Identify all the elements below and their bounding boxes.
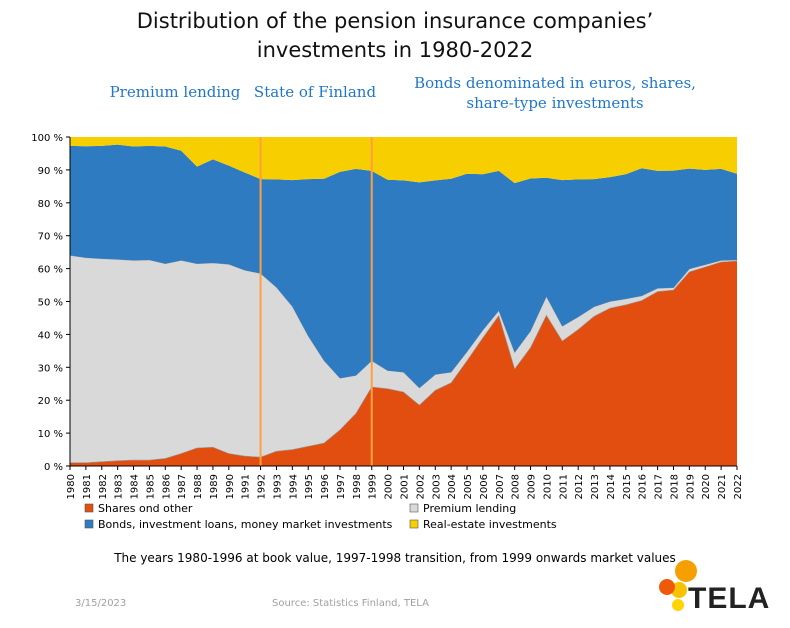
legend-label-shares-and-other: Shares ond other xyxy=(98,502,193,515)
x-tick-label: 1994 xyxy=(288,474,299,499)
area-layers xyxy=(69,137,738,466)
legend-label-real-estate-investments: Real-estate investments xyxy=(423,518,557,531)
x-tick-label: 1983 xyxy=(114,474,125,499)
band-label-bonds-line2: share-type investments xyxy=(466,94,644,112)
y-tick-label: 30 % xyxy=(38,363,63,374)
x-tick-label: 2020 xyxy=(701,474,712,499)
x-tick-label: 1981 xyxy=(82,474,93,499)
x-tick-label: 2012 xyxy=(574,474,585,499)
y-tick-label: 90 % xyxy=(38,166,63,177)
x-tick-label: 2001 xyxy=(400,474,411,499)
x-tick-label: 1995 xyxy=(304,474,315,499)
x-tick-label: 2004 xyxy=(447,474,458,499)
legend-label-bonds-investment-loans: Bonds, investment loans, money market in… xyxy=(98,518,393,531)
y-tick-label: 40 % xyxy=(38,330,63,341)
y-tick-label: 70 % xyxy=(38,232,63,243)
x-tick-label: 2009 xyxy=(527,474,538,499)
x-tick-label: 1999 xyxy=(368,474,379,499)
legend-swatch-real-estate-investments xyxy=(409,519,419,529)
x-tick-label: 2011 xyxy=(558,474,569,499)
x-tick-label: 2017 xyxy=(654,474,665,499)
legend-label-premium-lending: Premium lending xyxy=(423,502,516,515)
axes: 0 % 10 % 20 % 30 % 40 % 50 % 60 % 70 % 80 % 90 % 1… xyxy=(31,133,744,499)
x-tick-label: 2008 xyxy=(511,474,522,499)
x-tick-label: 2016 xyxy=(638,474,649,499)
footer-date: 3/15/2023 xyxy=(75,598,127,609)
x-tick-label: 2006 xyxy=(479,474,490,499)
x-tick-label: 2014 xyxy=(606,474,617,499)
x-tick-label: 2010 xyxy=(542,474,553,499)
period-markers xyxy=(259,137,373,466)
x-tick-label: 2005 xyxy=(463,474,474,499)
x-tick-label: 1980 xyxy=(66,474,77,499)
band-label-bonds-line1: Bonds denominated in euros, shares, xyxy=(414,74,696,92)
x-tick-label: 2013 xyxy=(590,474,601,499)
y-tick-label: 10 % xyxy=(38,429,63,440)
x-tick-label: 1991 xyxy=(241,474,252,499)
area-bonds-investment-loans xyxy=(70,144,737,388)
x-tick-label: 1989 xyxy=(209,474,220,499)
legend: Shares ond other Premium lending Bonds, in… xyxy=(84,502,557,531)
x-tick-label: 2003 xyxy=(431,474,442,499)
x-tick-label: 1996 xyxy=(320,474,331,499)
x-tick-label: 1990 xyxy=(225,474,236,499)
x-tick-label: 1985 xyxy=(145,474,156,499)
y-tick-label: 50 % xyxy=(38,298,63,309)
x-tick-label: 2007 xyxy=(495,474,506,499)
x-tick-label: 1988 xyxy=(193,474,204,499)
legend-swatch-premium-lending xyxy=(409,503,419,513)
x-tick-label: 1997 xyxy=(336,474,347,499)
area-shares-and-other xyxy=(70,261,737,466)
x-tick-label: 1987 xyxy=(177,474,188,499)
x-tick-label: 1998 xyxy=(352,474,363,499)
band-label-premium-lending: Premium lending xyxy=(109,83,241,101)
tela-logo-text: TELA xyxy=(688,582,771,615)
x-tick-label: 2019 xyxy=(685,474,696,499)
x-tick-label: 1982 xyxy=(98,474,109,499)
y-tick-label: 0 % xyxy=(44,462,63,473)
x-tick-label: 1993 xyxy=(272,474,283,499)
stacked-area-chart: 0 % 10 % 20 % 30 % 40 % 50 % 60 % 70 % 80 % 90 % 1… xyxy=(31,133,744,531)
x-tick-label: 1984 xyxy=(130,474,141,499)
area-real-estate-investments xyxy=(70,137,737,184)
x-tick-label: 1986 xyxy=(161,474,172,499)
x-tick-label: 2022 xyxy=(733,474,744,499)
legend-swatch-shares-and-other xyxy=(84,503,94,513)
x-tick-label: 2000 xyxy=(384,474,395,499)
y-tick-label: 60 % xyxy=(38,265,63,276)
x-tick-label: 1992 xyxy=(257,474,268,499)
y-tick-label: 80 % xyxy=(38,199,63,210)
legend-swatch-bonds-investment-loans xyxy=(84,519,94,529)
band-label-state-of-finland: State of Finland xyxy=(253,83,377,101)
chart-title-line2: investments in 1980-2022 xyxy=(256,38,534,62)
x-tick-label: 2018 xyxy=(669,474,680,499)
chart-title-line1: Distribution of the pension insurance co… xyxy=(136,9,654,33)
x-tick-label: 2015 xyxy=(622,474,633,499)
y-tick-label: 100 % xyxy=(31,133,63,144)
y-tick-label: 20 % xyxy=(38,396,63,407)
tela-logo-mark xyxy=(659,560,697,611)
x-tick-label: 2002 xyxy=(415,474,426,499)
x-tick-label: 2021 xyxy=(717,474,728,499)
valuation-footnote: The years 1980-1996 at book value, 1997-… xyxy=(114,551,676,565)
footer-source: Source: Statistics Finland, TELA xyxy=(272,598,429,609)
